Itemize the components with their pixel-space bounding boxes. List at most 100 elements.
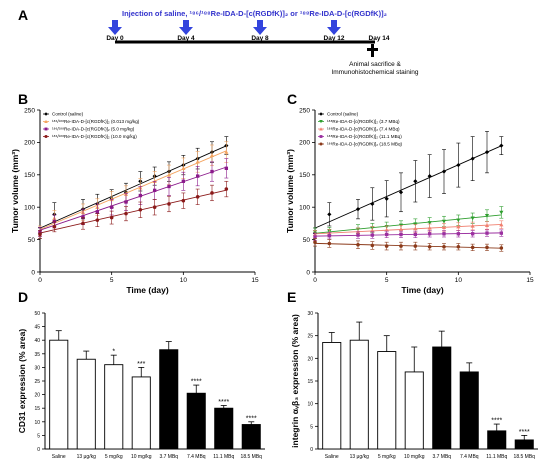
data-point — [442, 232, 446, 236]
x-tick-label: Saline — [52, 454, 66, 460]
data-point — [327, 212, 332, 217]
x-tick-label: 5 — [385, 277, 389, 284]
data-point — [356, 242, 360, 247]
bar — [377, 351, 397, 450]
data-point — [456, 218, 461, 223]
x-tick-label: 3.7 MBq — [159, 454, 178, 460]
y-tick-label: 30 — [34, 365, 40, 371]
data-point — [370, 228, 375, 233]
bar — [459, 371, 479, 450]
x-tick-label: 18.5 MBq — [241, 454, 263, 460]
data-point — [181, 198, 186, 203]
timeline-note-line2: Immunohistochemical staining — [331, 69, 418, 76]
legend-label: ¹⁸⁸Re-IDA-D-[c(RGDfK)]₂ (7.4 MBq) — [327, 127, 400, 132]
data-point — [313, 235, 317, 239]
y-tick-label: 25 — [34, 379, 40, 385]
x-tick-label: 5 — [110, 277, 114, 284]
timeline-day-label: Day 14 — [369, 35, 390, 42]
bar-chart-d: 0 5 10 15 20 25 30 35 40 45 50 CD31 expression (% a… — [17, 311, 265, 460]
y-tick-label: 20 — [34, 393, 40, 399]
x-tick-label: 15 — [251, 277, 259, 284]
data-point — [456, 232, 461, 236]
data-point — [52, 224, 57, 229]
x-tick-label: 5 mg/kg — [378, 454, 396, 460]
bar — [487, 430, 507, 450]
data-point — [195, 195, 200, 199]
data-point — [384, 232, 389, 237]
bar — [76, 358, 96, 450]
x-tick-label: 15 — [526, 277, 534, 284]
timeline-day-label: Day 12 — [324, 35, 345, 42]
data-point — [413, 232, 418, 237]
bar-chart-e: 0 5 10 15 20 25 30 integrin αᵥβ₃ expression (% … — [290, 311, 538, 460]
y-tick-label: 15 — [34, 406, 40, 412]
x-tick-label: Saline — [325, 454, 339, 460]
panel-label-a: A — [18, 7, 28, 23]
data-point — [319, 135, 323, 138]
data-point — [413, 179, 418, 184]
series-fit-line — [314, 145, 502, 229]
panel-label-c: C — [287, 91, 297, 107]
y-axis-title: Tumor volume (mm³) — [285, 149, 295, 233]
x-tick-label: 10 mg/kg — [131, 454, 152, 460]
data-point — [384, 244, 389, 248]
data-point — [442, 244, 446, 249]
timeline-day-label: Day 4 — [177, 35, 195, 42]
x-tick-label: 13 μg/kg — [77, 454, 97, 460]
data-point — [370, 243, 375, 248]
y-tick-label: 5 — [37, 433, 40, 439]
y-tick-label: 45 — [34, 325, 40, 331]
y-tick-label: 5 — [310, 424, 313, 430]
data-point — [319, 142, 323, 146]
x-tick-label: 5 mg/kg — [105, 454, 123, 460]
data-point — [470, 156, 475, 161]
y-axis-title: integrin αᵥβ₃ expression (% area) — [290, 314, 300, 448]
panel-label-b: B — [18, 91, 28, 107]
data-point — [356, 233, 360, 237]
data-point — [224, 166, 229, 170]
x-axis-title: Time (day) — [126, 285, 169, 295]
series-fit-line — [39, 189, 227, 234]
data-point — [81, 215, 85, 219]
data-point — [44, 119, 48, 123]
data-point — [167, 202, 171, 206]
data-point — [470, 245, 475, 250]
panel-label-e: E — [287, 289, 296, 305]
significance-label: *** — [137, 361, 145, 368]
y-tick-label: 150 — [299, 172, 310, 179]
y-tick-label: 0 — [306, 269, 310, 276]
data-point — [384, 196, 389, 201]
y-tick-label: 10 — [307, 402, 313, 408]
data-point — [499, 210, 504, 215]
y-tick-label: 10 — [34, 420, 40, 426]
data-point — [181, 179, 186, 183]
bar — [104, 364, 124, 450]
down-arrow-icon — [331, 20, 337, 27]
data-point — [152, 188, 157, 193]
down-arrow-icon — [253, 27, 267, 35]
legend-label: Control (saline) — [327, 112, 359, 117]
data-point — [109, 205, 114, 209]
y-axis-title: CD31 expression (% area) — [17, 329, 27, 434]
data-point — [109, 215, 114, 220]
down-arrow-icon — [108, 27, 122, 35]
series-fit-line — [314, 232, 502, 237]
data-point — [441, 169, 447, 174]
bar — [349, 339, 369, 450]
data-point — [441, 225, 447, 229]
data-point — [195, 174, 200, 178]
data-point — [413, 226, 418, 231]
down-arrow-icon — [327, 27, 341, 35]
y-tick-label: 25 — [307, 334, 313, 340]
x-tick-label: 18.5 MBq — [514, 454, 536, 460]
data-point — [38, 232, 42, 237]
data-point — [441, 219, 447, 224]
significance-label: **** — [191, 379, 202, 386]
data-point — [456, 244, 461, 249]
y-tick-label: 50 — [34, 311, 40, 317]
data-point — [499, 231, 504, 235]
legend-label: ¹⁸⁶/¹⁸⁸Re-IDA-D-[c(RGDfK)]₂ (0.013 mg/kg… — [52, 119, 140, 124]
bar — [432, 346, 452, 450]
data-point — [210, 191, 214, 195]
timeline-day-label: Day 0 — [106, 35, 124, 42]
